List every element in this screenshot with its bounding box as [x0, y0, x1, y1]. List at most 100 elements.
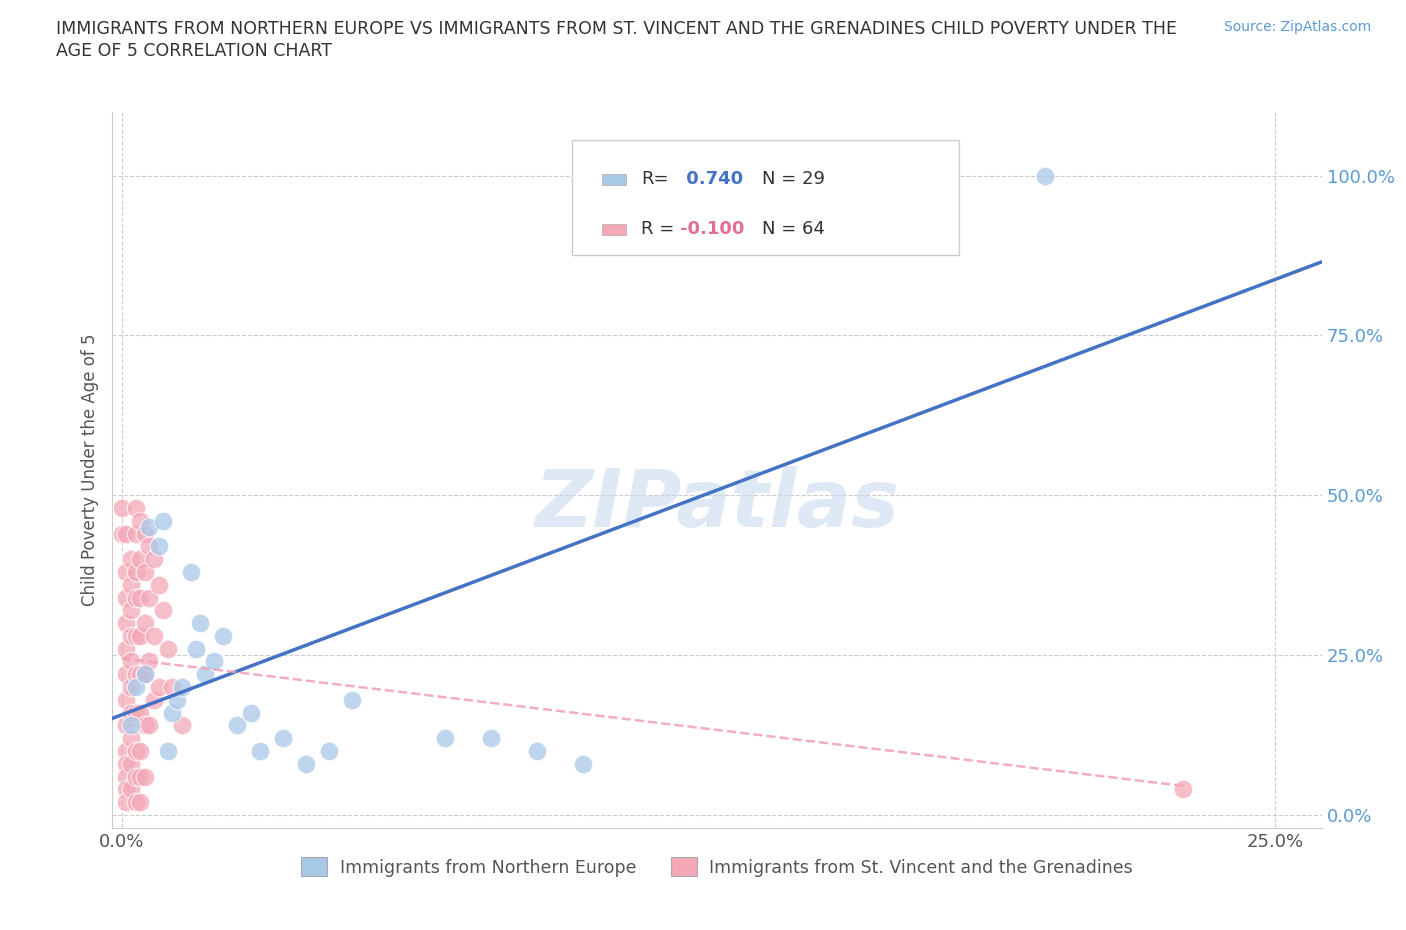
FancyBboxPatch shape: [602, 224, 627, 235]
Point: [143, 692, 166, 708]
Text: ZIPatlas: ZIPatlas: [534, 467, 900, 544]
Point: [115, 744, 138, 759]
FancyBboxPatch shape: [572, 140, 959, 255]
FancyBboxPatch shape: [602, 174, 627, 185]
Point: [188, 616, 211, 631]
Point: [120, 603, 142, 618]
Point: [115, 591, 138, 605]
Point: [124, 565, 146, 579]
Point: [342, 692, 364, 708]
Point: [134, 526, 156, 541]
Point: [115, 769, 138, 784]
Point: [124, 769, 146, 784]
Point: [120, 705, 142, 720]
Point: [1173, 782, 1195, 797]
Point: [138, 591, 160, 605]
Point: [129, 667, 152, 682]
Point: [166, 692, 188, 708]
Point: [120, 578, 142, 592]
Point: [138, 718, 160, 733]
Point: [143, 551, 166, 566]
Point: [249, 744, 271, 759]
Point: [156, 642, 179, 657]
Text: IMMIGRANTS FROM NORTHERN EUROPE VS IMMIGRANTS FROM ST. VINCENT AND THE GRENADINE: IMMIGRANTS FROM NORTHERN EUROPE VS IMMIG…: [56, 20, 1177, 38]
Text: R =: R =: [641, 220, 673, 238]
Point: [134, 565, 156, 579]
Point: [226, 718, 249, 733]
Point: [129, 769, 152, 784]
Point: [148, 680, 170, 695]
Point: [572, 756, 595, 771]
Point: [120, 731, 142, 746]
Text: -0.100: -0.100: [679, 220, 744, 238]
Point: [138, 654, 160, 669]
Point: [129, 705, 152, 720]
Point: [115, 692, 138, 708]
Point: [115, 565, 138, 579]
Point: [184, 642, 207, 657]
Point: [124, 744, 146, 759]
Point: [194, 667, 217, 682]
Point: [479, 731, 502, 746]
Point: [124, 705, 146, 720]
Point: [124, 680, 146, 695]
Point: [134, 667, 156, 682]
Point: [120, 629, 142, 644]
Point: [111, 500, 134, 515]
Point: [138, 539, 160, 554]
Point: [170, 680, 193, 695]
Point: [120, 551, 142, 566]
Point: [129, 794, 152, 809]
Point: [156, 744, 179, 759]
Point: [433, 731, 456, 746]
Point: [152, 513, 174, 528]
Point: [134, 667, 156, 682]
Text: 0.740: 0.740: [679, 170, 742, 188]
Point: [120, 654, 142, 669]
Text: N = 64: N = 64: [762, 220, 825, 238]
Point: [120, 756, 142, 771]
Point: [129, 744, 152, 759]
Point: [124, 794, 146, 809]
Point: [111, 526, 134, 541]
Point: [115, 526, 138, 541]
Legend: Immigrants from Northern Europe, Immigrants from St. Vincent and the Grenadines: Immigrants from Northern Europe, Immigra…: [294, 850, 1140, 883]
Point: [115, 782, 138, 797]
Text: AGE OF 5 CORRELATION CHART: AGE OF 5 CORRELATION CHART: [56, 42, 332, 60]
Point: [120, 782, 142, 797]
Point: [120, 680, 142, 695]
Point: [271, 731, 294, 746]
Point: [129, 513, 152, 528]
Point: [124, 667, 146, 682]
Text: R=: R=: [641, 170, 668, 188]
Point: [134, 718, 156, 733]
Point: [295, 756, 318, 771]
Point: [138, 520, 160, 535]
Point: [143, 629, 166, 644]
Point: [152, 603, 174, 618]
Point: [124, 629, 146, 644]
Point: [318, 744, 340, 759]
Point: [619, 168, 641, 183]
Point: [129, 591, 152, 605]
Point: [134, 769, 156, 784]
Point: [148, 578, 170, 592]
Point: [115, 642, 138, 657]
Point: [124, 591, 146, 605]
Point: [1033, 168, 1056, 183]
Point: [239, 705, 262, 720]
Point: [162, 705, 184, 720]
Y-axis label: Child Poverty Under the Age of 5: Child Poverty Under the Age of 5: [80, 333, 98, 606]
Point: [212, 629, 235, 644]
Text: Source: ZipAtlas.com: Source: ZipAtlas.com: [1223, 20, 1371, 34]
Point: [202, 654, 225, 669]
Point: [115, 794, 138, 809]
Point: [124, 500, 146, 515]
Point: [129, 551, 152, 566]
Point: [124, 526, 146, 541]
Point: [134, 616, 156, 631]
Point: [162, 680, 184, 695]
Point: [115, 616, 138, 631]
Point: [120, 718, 142, 733]
Point: [148, 539, 170, 554]
